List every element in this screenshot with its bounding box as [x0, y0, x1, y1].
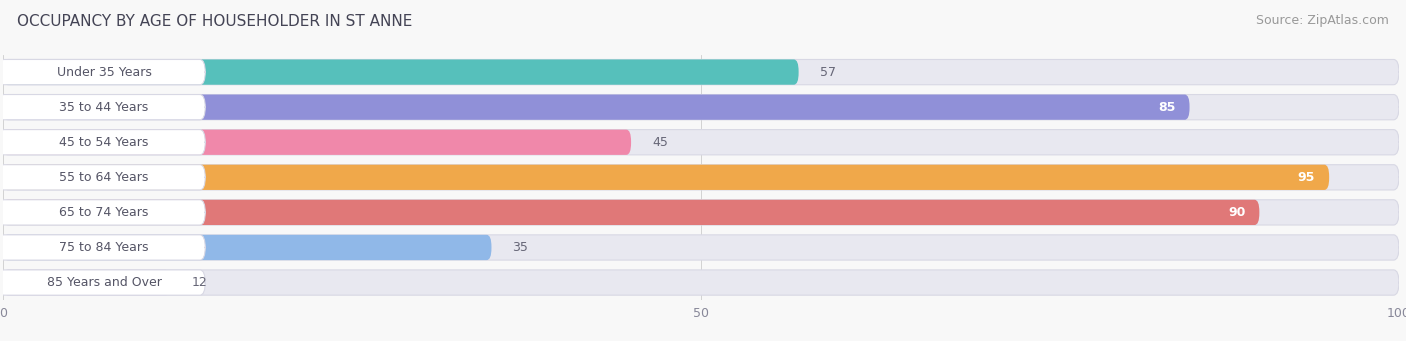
FancyBboxPatch shape: [0, 59, 205, 85]
FancyBboxPatch shape: [3, 270, 170, 295]
FancyBboxPatch shape: [3, 165, 1399, 190]
FancyBboxPatch shape: [3, 165, 1329, 190]
Text: 35 to 44 Years: 35 to 44 Years: [59, 101, 149, 114]
Text: 35: 35: [512, 241, 529, 254]
FancyBboxPatch shape: [0, 130, 205, 155]
FancyBboxPatch shape: [3, 200, 1260, 225]
FancyBboxPatch shape: [3, 130, 631, 155]
Text: 45: 45: [652, 136, 668, 149]
FancyBboxPatch shape: [0, 94, 205, 120]
FancyBboxPatch shape: [3, 270, 1399, 295]
FancyBboxPatch shape: [3, 130, 1399, 155]
FancyBboxPatch shape: [0, 165, 205, 190]
Text: 45 to 54 Years: 45 to 54 Years: [59, 136, 149, 149]
Text: 65 to 74 Years: 65 to 74 Years: [59, 206, 149, 219]
Text: OCCUPANCY BY AGE OF HOUSEHOLDER IN ST ANNE: OCCUPANCY BY AGE OF HOUSEHOLDER IN ST AN…: [17, 14, 412, 29]
Text: 85: 85: [1159, 101, 1175, 114]
FancyBboxPatch shape: [0, 270, 205, 295]
FancyBboxPatch shape: [3, 235, 1399, 260]
Text: 90: 90: [1227, 206, 1246, 219]
FancyBboxPatch shape: [0, 235, 205, 260]
Text: 95: 95: [1298, 171, 1315, 184]
FancyBboxPatch shape: [3, 200, 1399, 225]
Text: Source: ZipAtlas.com: Source: ZipAtlas.com: [1256, 14, 1389, 27]
Text: Under 35 Years: Under 35 Years: [56, 65, 152, 78]
FancyBboxPatch shape: [0, 200, 205, 225]
FancyBboxPatch shape: [3, 94, 1189, 120]
FancyBboxPatch shape: [3, 94, 1399, 120]
Text: 55 to 64 Years: 55 to 64 Years: [59, 171, 149, 184]
FancyBboxPatch shape: [3, 59, 1399, 85]
FancyBboxPatch shape: [3, 59, 799, 85]
Text: 85 Years and Over: 85 Years and Over: [46, 276, 162, 289]
Text: 75 to 84 Years: 75 to 84 Years: [59, 241, 149, 254]
Text: 12: 12: [191, 276, 207, 289]
Text: 57: 57: [820, 65, 835, 78]
FancyBboxPatch shape: [3, 235, 492, 260]
